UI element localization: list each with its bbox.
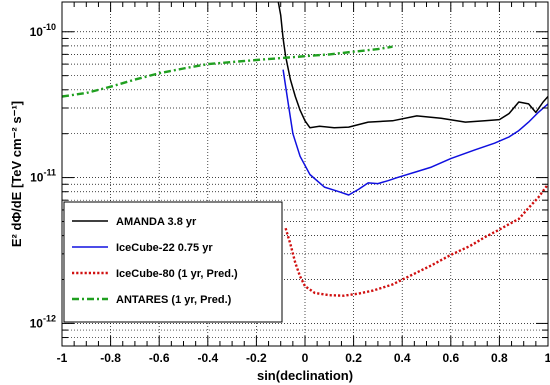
series-line-1 bbox=[277, 2, 548, 129]
series-line-3 bbox=[284, 183, 548, 297]
legend-label: AMANDA 3.8 yr bbox=[116, 216, 197, 228]
legend-label: ANTARES (1 yr, Pred.) bbox=[116, 294, 232, 306]
series-layer bbox=[62, 2, 548, 297]
x-tick-label: -0.2 bbox=[246, 351, 267, 365]
x-tick-label: 0.2 bbox=[345, 351, 362, 365]
y-axis-label: E² dΦ/dE [TeV cm⁻² s⁻¹] bbox=[9, 101, 24, 247]
axis-ticks bbox=[61, 2, 549, 347]
x-tick-labels: -1 -0.8 -0.6 -0.4 -0.2 0 0.2 0.4 0.6 0.8 1 bbox=[57, 351, 550, 365]
x-tick-label: 0.6 bbox=[442, 351, 459, 365]
legend-box bbox=[63, 201, 283, 323]
x-tick-label: 0.4 bbox=[394, 351, 411, 365]
x-tick-label: 0 bbox=[302, 351, 309, 365]
x-tick-label: -0.6 bbox=[149, 351, 170, 365]
y-tick-label: 10-12 bbox=[30, 313, 56, 330]
legend: AMANDA 3.8 yr IceCube-22 0.75 yr IceCube-8… bbox=[63, 201, 283, 323]
x-tick-label: 0.8 bbox=[491, 351, 508, 365]
legend-label: IceCube-80 (1 yr, Pred.) bbox=[116, 268, 238, 280]
x-tick-label: -0.8 bbox=[100, 351, 121, 365]
y-tick-labels: 10-12 10-11 10-10 bbox=[30, 22, 56, 331]
x-tick-label: 1 bbox=[545, 351, 550, 365]
legend-label: IceCube-22 0.75 yr bbox=[116, 242, 213, 254]
x-axis-label: sin(declination) bbox=[257, 368, 353, 383]
y-tick-label: 10-10 bbox=[30, 22, 56, 39]
series-line-2 bbox=[282, 69, 548, 196]
x-tick-label: -0.4 bbox=[197, 351, 218, 365]
y-tick-label: 10-11 bbox=[30, 168, 56, 185]
x-tick-label: -1 bbox=[57, 351, 68, 365]
series-line-4 bbox=[62, 45, 393, 98]
